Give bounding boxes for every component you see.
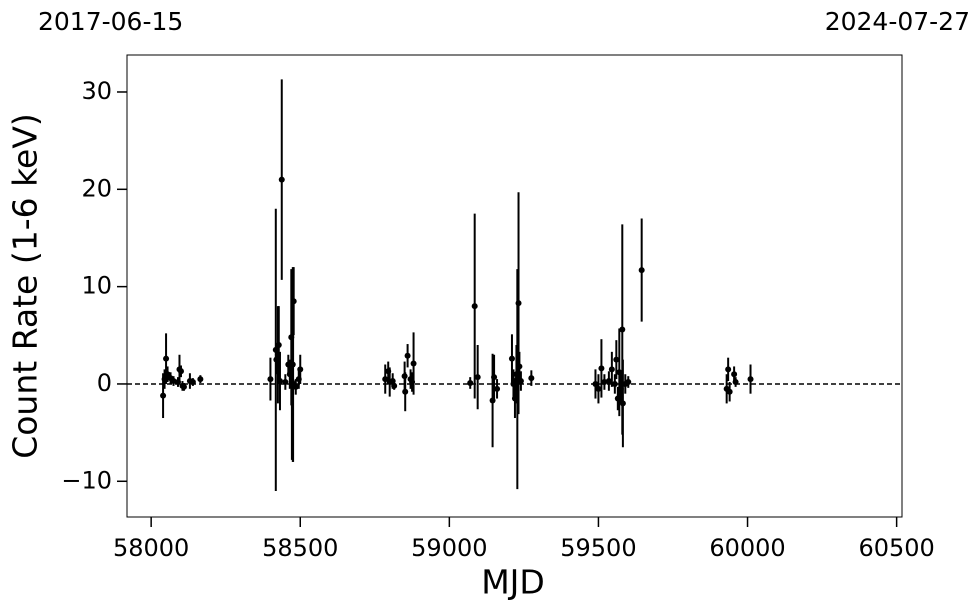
data-point: [409, 379, 416, 386]
data-point: [611, 380, 618, 387]
data-point: [410, 360, 417, 367]
data-point: [510, 380, 517, 387]
data-point: [401, 373, 408, 380]
data-point: [170, 378, 177, 385]
end-date: 2024-07-27: [825, 7, 970, 36]
data-point: [161, 376, 168, 383]
data-point: [598, 365, 605, 372]
x-axis-label: MJD: [481, 563, 545, 602]
data-point: [467, 379, 474, 386]
x-tick-label: 58000: [113, 534, 189, 562]
data-point: [726, 388, 733, 395]
data-point: [595, 385, 602, 392]
data-point: [288, 334, 295, 341]
y-tick-label: 0: [97, 369, 112, 397]
data-point: [286, 371, 293, 378]
y-tick-label: 20: [81, 174, 112, 202]
data-point: [285, 361, 292, 368]
data-point: [613, 356, 620, 363]
data-point: [391, 382, 398, 389]
data-point: [747, 376, 754, 383]
data-point: [725, 366, 732, 373]
data-point: [177, 368, 184, 375]
data-point: [180, 383, 187, 390]
x-tick-label: 59500: [560, 534, 636, 562]
data-point: [517, 378, 524, 385]
plot-frame: [126, 54, 903, 518]
data-point: [189, 379, 196, 386]
data-point: [614, 395, 621, 402]
data-point: [511, 395, 518, 402]
data-point: [278, 176, 285, 183]
data-point: [274, 351, 281, 358]
data-point: [295, 376, 302, 383]
data-point: [731, 371, 738, 378]
data-point: [508, 355, 515, 362]
x-tick-label: 60500: [858, 534, 934, 562]
data-point: [616, 369, 623, 376]
data-point: [732, 379, 739, 386]
data-point: [197, 376, 204, 383]
data-point: [516, 363, 523, 370]
data-point: [494, 385, 501, 392]
data-point: [608, 366, 615, 373]
data-point: [289, 361, 296, 368]
data-point: [625, 379, 632, 386]
data-point: [273, 356, 280, 363]
data-point: [292, 383, 299, 390]
data-point: [491, 374, 498, 381]
data-point: [601, 379, 608, 386]
data-point: [290, 298, 297, 305]
data-point: [605, 378, 612, 385]
data-point: [474, 374, 481, 381]
start-date: 2017-06-15: [38, 7, 183, 36]
data-point: [272, 346, 279, 353]
data-point: [619, 400, 626, 407]
data-point: [275, 342, 282, 349]
x-tick-label: 60000: [709, 534, 785, 562]
y-tick-label: 10: [81, 272, 112, 300]
y-tick-label: 30: [81, 77, 112, 105]
data-point: [174, 379, 181, 386]
y-axis-label: Count Rate (1-6 keV): [6, 113, 45, 459]
data-point: [513, 371, 520, 378]
data-point: [619, 326, 626, 333]
data-point: [282, 379, 289, 386]
data-point: [404, 352, 411, 359]
data-point: [385, 368, 392, 375]
data-point: [638, 267, 645, 274]
y-tick-label: −10: [61, 466, 112, 494]
data-point: [515, 300, 522, 307]
data-point: [267, 376, 274, 383]
data-point: [160, 392, 167, 399]
data-point: [402, 388, 409, 395]
data-point: [297, 366, 304, 373]
x-tick-label: 58500: [262, 534, 338, 562]
data-point: [389, 378, 396, 385]
data-point: [592, 380, 599, 387]
data-point: [163, 355, 170, 362]
data-point: [617, 385, 624, 392]
data-point: [489, 397, 496, 404]
data-point: [471, 303, 478, 310]
data-point: [382, 376, 389, 383]
data-point: [528, 375, 535, 382]
data-point: [276, 378, 283, 385]
x-tick-label: 59000: [411, 534, 487, 562]
